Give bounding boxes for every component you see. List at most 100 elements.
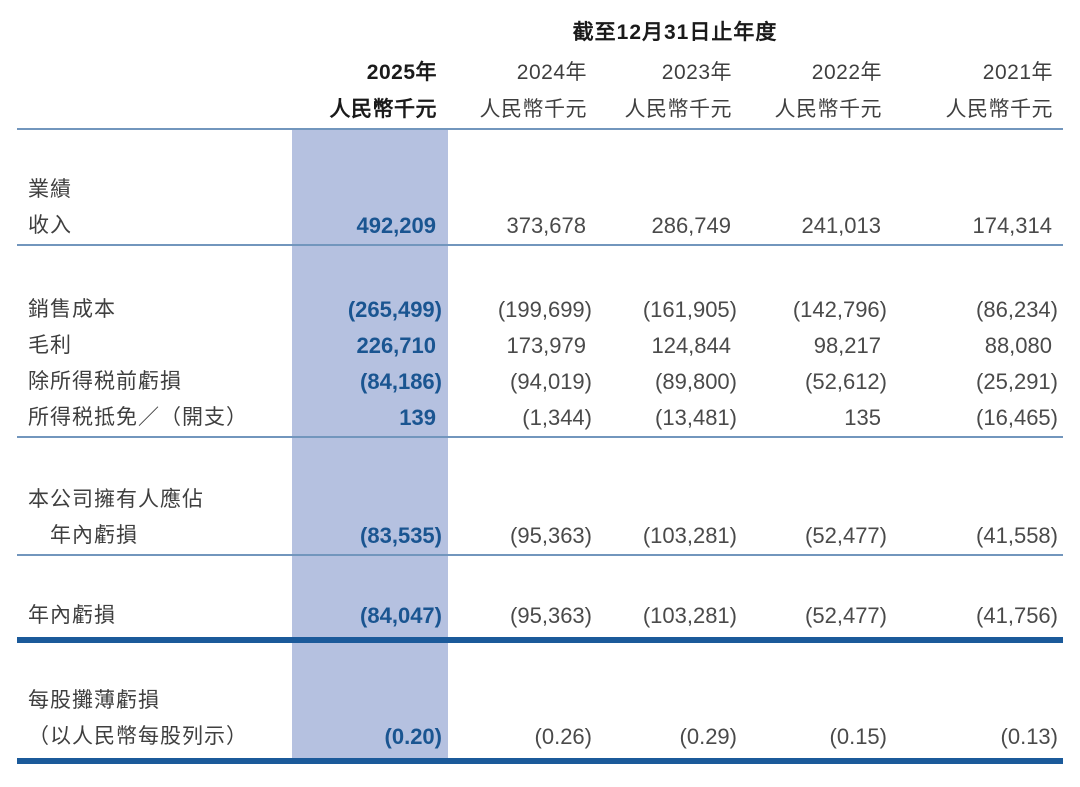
column-unit-header-4: 人民幣千元 <box>945 98 1053 121</box>
table-body: 業績收入 492,209 373,678 286,749 241,013 174,314 銷… <box>17 172 1063 764</box>
cell: (41,558) <box>976 523 1058 548</box>
table-row: 年內虧損 (84,047) (95,363) (103,281) (52,477) (41… <box>17 598 1063 634</box>
table-row: 除所得税前虧損 (84,186) (94,019) (89,800) (52,612) (… <box>17 364 1063 400</box>
column-unit-header-2: 人民幣千元 <box>624 98 732 121</box>
cell: 241,013 <box>801 213 881 238</box>
table-row: （以人民幣每股列示） (0.20) (0.26) (0.29) (0.15) (0.13) <box>17 719 1063 755</box>
table-row: 本公司擁有人應佔 <box>17 482 1063 518</box>
row-label: （以人民幣每股列示） <box>28 725 248 748</box>
row-label: 收入 <box>28 214 72 237</box>
table-row: 年內虧損 (83,535) (95,363) (103,281) (52,477) (41… <box>17 518 1063 554</box>
cell <box>742 172 892 208</box>
cell <box>287 482 447 518</box>
cell <box>892 482 1063 518</box>
cell <box>287 683 447 719</box>
cell: (103,281) <box>642 523 737 548</box>
cell <box>447 683 597 719</box>
cell <box>892 683 1063 719</box>
cell: (0.13) <box>1000 724 1058 749</box>
highlight-2025-column <box>292 128 448 758</box>
cell <box>597 683 742 719</box>
cell <box>597 172 742 208</box>
cell: 226,710 <box>356 333 436 358</box>
column-unit-header-3: 人民幣千元 <box>774 98 882 121</box>
cell: (52,612) <box>805 369 887 394</box>
cell: (1,344) <box>522 405 592 430</box>
table-section-4: 每股攤薄虧損 （以人民幣每股列示） (0.20) (0.26) (0.29) (0.15)… <box>17 683 1063 764</box>
cell: (95,363) <box>510 523 592 548</box>
table-section-2: 本公司擁有人應佔年內虧損 (83,535) (95,363) (103,281) (52… <box>17 482 1063 556</box>
cell: 492,209 <box>356 213 436 238</box>
table-section-3: 年內虧損 (84,047) (95,363) (103,281) (52,477) (41… <box>17 598 1063 643</box>
cell <box>742 683 892 719</box>
table-title: 截至12月31日止年度 <box>572 21 778 44</box>
table-content: 截至12月31日止年度 2025年 2024年 2023年 2022年 2021年 人民… <box>17 12 1063 764</box>
cell: 373,678 <box>506 213 586 238</box>
cell: 135 <box>844 405 881 430</box>
row-label: 所得税抵免／（開支） <box>28 406 248 429</box>
row-label: 毛利 <box>28 334 72 357</box>
cell: 88,080 <box>984 333 1052 358</box>
cell: (0.29) <box>679 724 737 749</box>
column-year-header-4: 2021年 <box>982 61 1053 84</box>
table-section-0: 業績收入 492,209 373,678 286,749 241,013 174,314 <box>17 172 1063 246</box>
cell <box>597 482 742 518</box>
thick-rule <box>17 637 1063 643</box>
row-label: 銷售成本 <box>28 298 116 321</box>
cell: (52,477) <box>805 523 887 548</box>
table-row: 業績 <box>17 172 1063 208</box>
cell: (86,234) <box>976 297 1058 322</box>
cell: (16,465) <box>976 405 1058 430</box>
table-section-1: 銷售成本 (265,499) (199,699) (161,905) (142,796)… <box>17 292 1063 438</box>
cell: (199,699) <box>497 297 592 322</box>
cell: (95,363) <box>510 603 592 628</box>
row-label: 年內虧損 <box>50 524 138 547</box>
cell: (0.15) <box>829 724 887 749</box>
cell: 139 <box>399 405 436 430</box>
cell: (84,047) <box>360 603 442 628</box>
cell: (84,186) <box>360 369 442 394</box>
cell: (265,499) <box>347 297 442 322</box>
cell: (142,796) <box>792 297 887 322</box>
table-row: 銷售成本 (265,499) (199,699) (161,905) (142,796)… <box>17 292 1063 328</box>
cell: 98,217 <box>813 333 881 358</box>
header-spacer <box>17 54 287 92</box>
row-label: 年內虧損 <box>28 604 116 627</box>
cell <box>892 172 1063 208</box>
unit-header-row: 人民幣千元 人民幣千元 人民幣千元 人民幣千元 人民幣千元 <box>17 92 1063 128</box>
cell: (94,019) <box>510 369 592 394</box>
thick-rule <box>17 758 1063 764</box>
column-year-header-2: 2023年 <box>661 61 732 84</box>
cell <box>287 172 447 208</box>
cell: 286,749 <box>651 213 731 238</box>
cell: (41,756) <box>976 603 1058 628</box>
cell: (103,281) <box>642 603 737 628</box>
thin-rule <box>17 554 1063 556</box>
column-unit-header-1: 人民幣千元 <box>479 98 587 121</box>
cell: (89,800) <box>655 369 737 394</box>
table-row: 每股攤薄虧損 <box>17 683 1063 719</box>
cell: (25,291) <box>976 369 1058 394</box>
header-spacer <box>17 92 287 128</box>
cell: (0.26) <box>534 724 592 749</box>
cell: (83,535) <box>360 523 442 548</box>
table-row: 所得税抵免／（開支） 139 (1,344) (13,481) 135 (16,465) <box>17 400 1063 436</box>
row-label: 每股攤薄虧損 <box>28 689 160 712</box>
table-row: 毛利 226,710 173,979 124,844 98,217 88,080 <box>17 328 1063 364</box>
cell: (161,905) <box>642 297 737 322</box>
row-label: 除所得税前虧損 <box>28 370 182 393</box>
cell: 174,314 <box>972 213 1052 238</box>
year-header-row: 2025年 2024年 2023年 2022年 2021年 <box>17 54 1063 92</box>
table-row: 收入 492,209 373,678 286,749 241,013 174,314 <box>17 208 1063 244</box>
cell <box>742 482 892 518</box>
cell: (13,481) <box>655 405 737 430</box>
column-year-header-1: 2024年 <box>516 61 587 84</box>
cell <box>447 482 597 518</box>
column-unit-header-0: 人民幣千元 <box>329 98 437 121</box>
column-year-header-0: 2025年 <box>366 61 437 84</box>
thin-rule <box>17 244 1063 246</box>
row-label: 業績 <box>28 178 72 201</box>
table-title-row: 截至12月31日止年度 <box>17 12 1063 54</box>
column-year-header-3: 2022年 <box>811 61 882 84</box>
